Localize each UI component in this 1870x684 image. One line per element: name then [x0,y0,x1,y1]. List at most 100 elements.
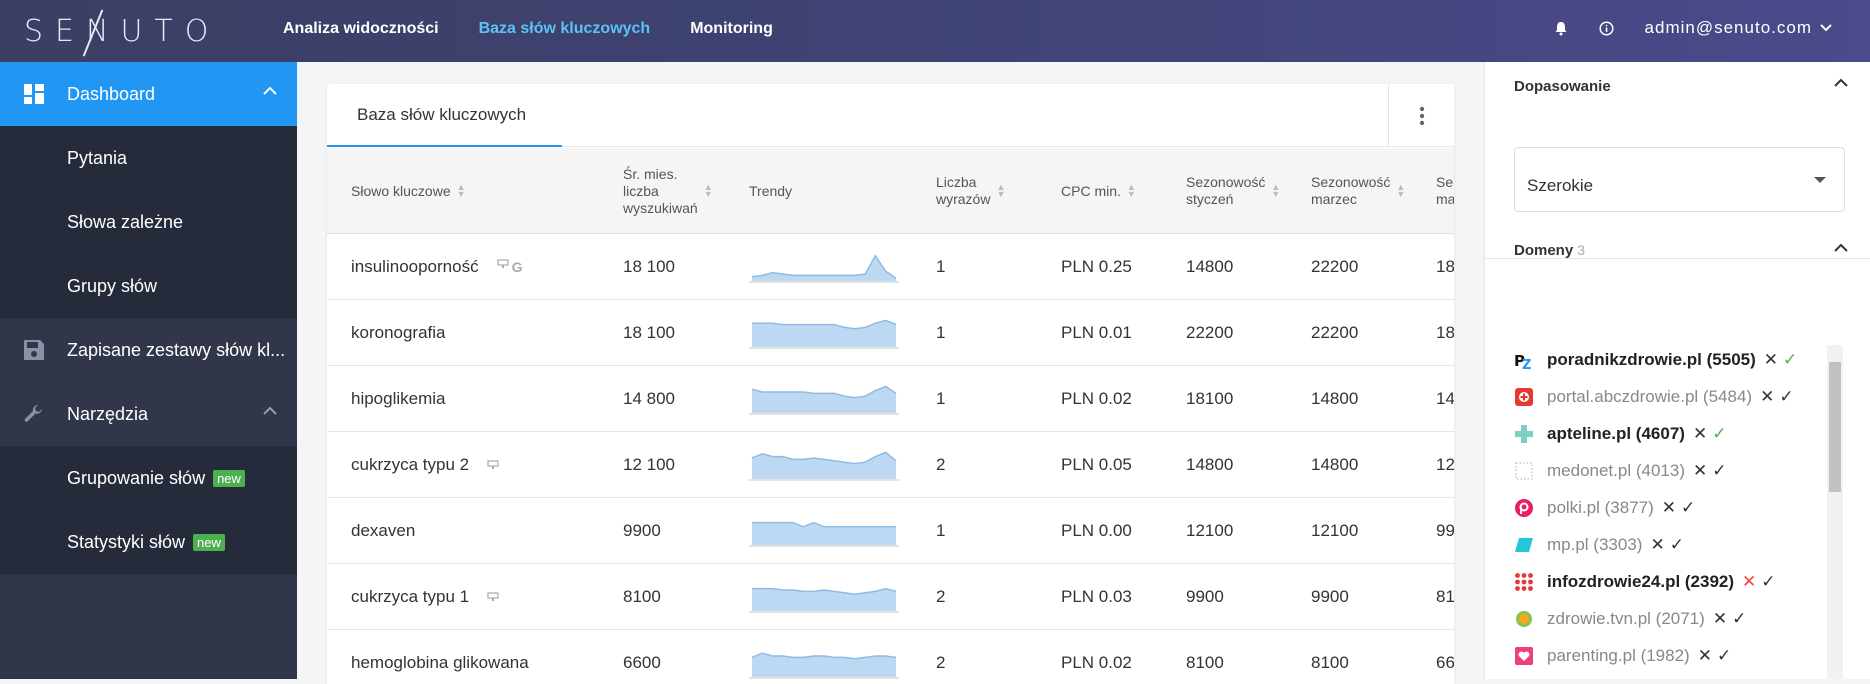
caret-down-icon [1814,177,1826,183]
mp-logo-icon [1514,535,1534,555]
table-row[interactable]: insulinooporność G 18 100 1 PLN 0.25 14800 222… [327,234,1454,300]
domain-item: infozdrowie24.pl (2392) ✕ ✓ [1514,563,1814,600]
sidebar-item-label: Statystyki słów [67,531,186,552]
nav-monitoring[interactable]: Monitoring [690,20,773,37]
sidebar-item-label: Narzędzia [67,403,149,424]
word-count-cell: 2 [936,587,946,606]
season-mar-cell: 22200 [1311,323,1359,342]
table-row[interactable]: hemoglobina glikowana 6600 2 PLN 0.02 8100 81… [327,630,1454,684]
col-keyword[interactable]: Słowo kluczowe ▲ ▼ [351,182,466,199]
col-avg-searches[interactable]: Śr. mies. liczba wyszukiwań ▲ ▼ [623,165,713,216]
sidebar-item-dashboard[interactable]: Dashboard [0,62,297,126]
bell-icon[interactable] [1553,20,1569,36]
include-domain-icon[interactable]: ✓ [1712,423,1727,443]
include-domain-icon[interactable]: ✓ [1779,386,1794,406]
col-season-may[interactable]: Se ma [1436,174,1454,207]
keyword-text[interactable]: insulinooporność [351,257,479,276]
exclude-domain-icon[interactable]: ✕ [1697,645,1712,665]
table-row[interactable]: koronografia 18 100 1 PLN 0.01 22200 22200 18 [327,300,1454,366]
tools-submenu: Grupowanie słów new Statystyki słów new [0,446,297,574]
keyword-text[interactable]: dexaven [351,521,416,540]
exclude-domain-icon[interactable]: ✕ [1712,608,1728,628]
sidebar-item-word-stats[interactable]: Statystyki słów new [0,510,297,574]
domains-scroll-thumb[interactable] [1829,362,1841,492]
more-menu-button[interactable] [1388,84,1454,147]
domain-item: parenting.pl (1982) ✕ ✓ [1514,637,1814,674]
chevron-up-icon[interactable] [1834,78,1848,87]
chevron-up-icon[interactable] [263,86,277,95]
sidebar-item-word-groups[interactable]: Grupy słów [67,275,158,296]
sidebar-item-related-words[interactable]: Słowa zależne [67,211,184,232]
include-domain-icon[interactable]: ✓ [1761,571,1776,591]
keyword-text[interactable]: hipoglikemia [351,389,446,408]
sort-icon: ▲ ▼ [456,182,466,199]
more-vertical-icon [1419,106,1424,125]
trend-area [752,320,896,347]
sidebar-item-questions[interactable]: Pytania [67,147,128,168]
include-domain-icon[interactable]: ✓ [1669,534,1684,554]
nav-keyword-database[interactable]: Baza słów kluczowych [478,20,651,37]
keyword-cell: dexaven [351,498,415,564]
exclude-domain-icon[interactable]: ✕ [1650,534,1665,554]
exclude-domain-icon[interactable]: ✕ [1760,386,1775,406]
senuto-logo[interactable]: SENUTO [24,9,220,57]
season-mar-cell: 14800 [1311,389,1359,408]
chevron-up-icon[interactable] [263,406,277,415]
col-season-mar[interactable]: Sezonowość marzec ▲ ▼ [1311,174,1406,207]
nav-visibility-analysis[interactable]: Analiza widoczności [283,20,439,37]
trend-cell [749,300,899,366]
exclude-domain-icon[interactable]: ✕ [1692,460,1708,480]
season-jan-cell: 9900 [1186,587,1224,606]
keyword-text[interactable]: koronografia [351,323,446,342]
keyword-text[interactable]: cukrzyca typu 2 [351,455,470,474]
avg-searches-cell: 12 100 [623,455,675,474]
section-divider [1485,258,1870,259]
heart-logo-icon [1514,646,1534,666]
user-menu[interactable]: admin@senuto.com [1645,18,1832,38]
include-domain-icon[interactable]: ✓ [1783,349,1798,369]
keyword-cell: insulinooporność G [351,234,522,300]
exclude-domain-icon[interactable]: ✕ [1692,423,1708,443]
trend-sparkline [749,521,899,547]
sidebar-item-saved-sets[interactable]: Zapisane zestawy słów kl... [0,318,297,382]
table-row[interactable]: dexaven 9900 1 PLN 0.00 12100 12100 99 [327,498,1454,564]
tab-keyword-database[interactable]: Baza słów kluczowych [327,84,562,147]
include-domain-icon[interactable]: ✓ [1681,497,1696,517]
season-mar-cell: 22200 [1311,257,1359,276]
domain-item: portal.abczdrowie.pl (5484) ✕ ✓ [1514,378,1814,415]
avg-searches-cell: 18 100 [623,257,675,276]
table-row[interactable]: cukrzyca typu 2 12 100 2 PLN 0.05 14800 14800… [327,432,1454,498]
col-season-jan[interactable]: Sezonowość styczeń ▲ ▼ [1186,174,1281,207]
keyword-cell: cukrzyca typu 2 [351,432,499,498]
col-word-count[interactable]: Liczba wyrazów ▲ ▼ [936,174,1006,207]
sidebar-item-tools[interactable]: Narzędzia [0,382,297,446]
table-row[interactable]: cukrzyca typu 1 8100 2 PLN 0.03 9900 9900 81 [327,564,1454,630]
info-icon[interactable] [1599,20,1615,36]
include-domain-icon[interactable]: ✓ [1716,645,1732,665]
keyword-text[interactable]: cukrzyca typu 1 [351,587,470,606]
cpc-cell: PLN 0.03 [1061,587,1132,606]
trend-area [752,653,896,677]
col-cpc-min[interactable]: CPC min. ▲ ▼ [1061,182,1136,199]
tvn-logo-icon [1514,609,1534,629]
domains-count: 3 [1577,242,1585,258]
exclude-domain-icon[interactable]: ✕ [1763,349,1779,369]
trend-cell [749,630,899,684]
abc-logo-icon [1514,387,1534,407]
chevron-up-icon[interactable] [1834,243,1848,252]
dashboard-icon [23,83,45,105]
include-domain-icon[interactable]: ✓ [1732,608,1747,628]
sidebar-item-word-grouping[interactable]: Grupowanie słów new [0,446,297,510]
season-may-cell: 66 [1436,653,1454,672]
exclude-domain-icon[interactable]: ✕ [1661,497,1677,517]
word-count-cell: 1 [936,389,946,408]
trend-cell [749,564,899,630]
sort-icon: ▲ ▼ [996,182,1006,199]
exclude-domain-icon[interactable]: ✕ [1742,571,1757,591]
domain-item: zdrowie.tvn.pl (2071) ✕ ✓ [1514,600,1814,637]
match-type-select[interactable]: Szerokie [1514,147,1845,212]
include-domain-icon[interactable]: ✓ [1712,460,1727,480]
keyword-text[interactable]: hemoglobina glikowana [351,653,529,672]
table-row[interactable]: hipoglikemia 14 800 1 PLN 0.02 18100 14800 14 [327,366,1454,432]
